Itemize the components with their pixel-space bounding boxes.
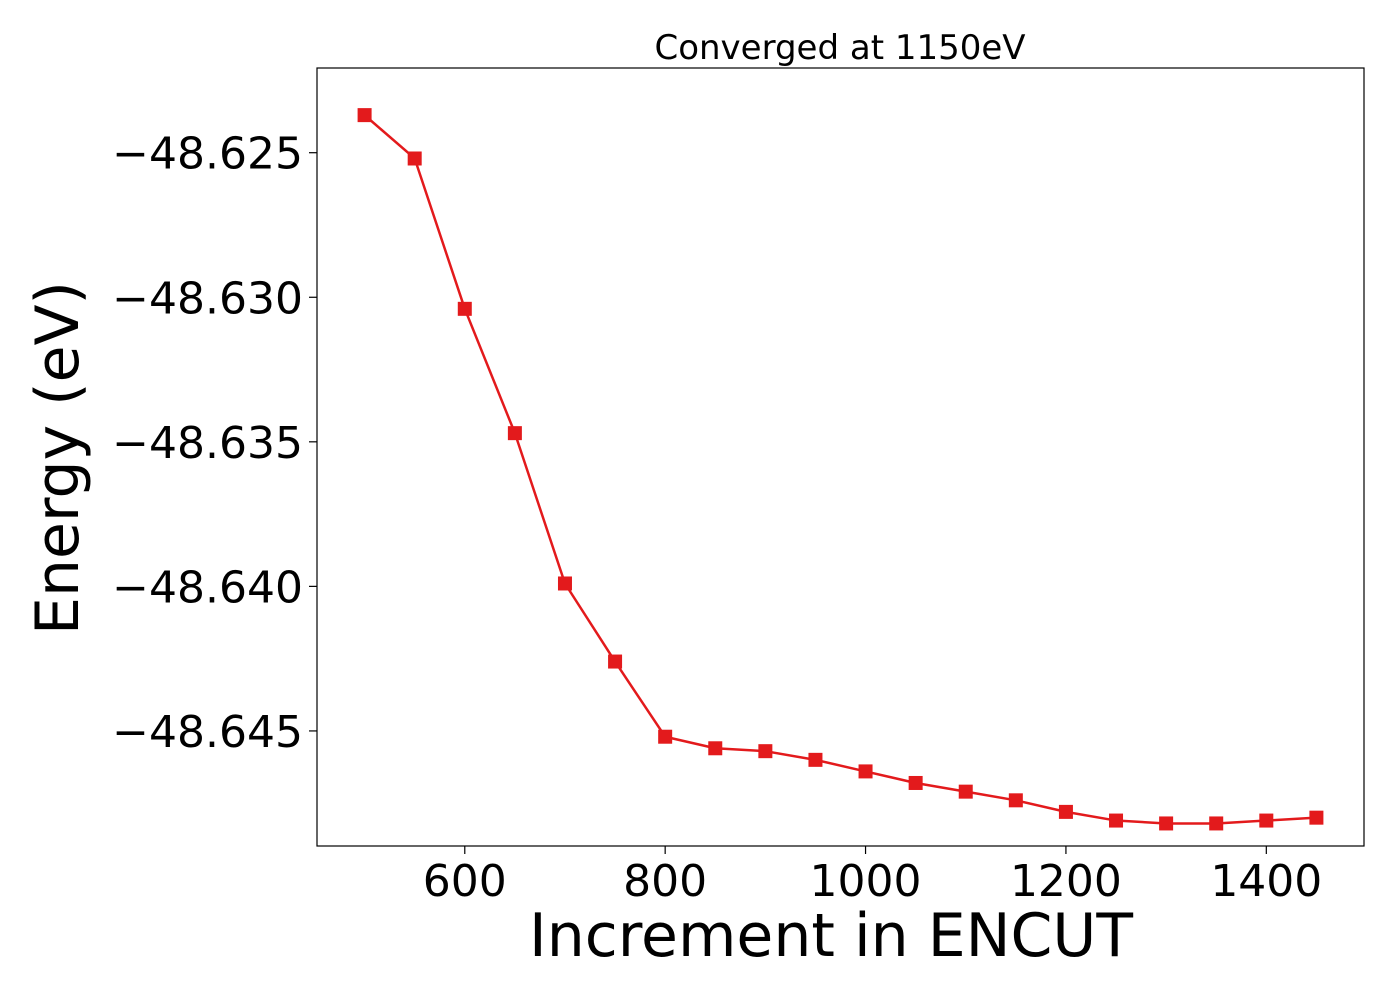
chart-title: Converged at 1150eV <box>654 28 1025 68</box>
x-tick-label: 1000 <box>810 856 922 907</box>
data-point-marker <box>1259 813 1274 828</box>
x-axis-label: Increment in ENCUT <box>529 901 1133 971</box>
data-point-marker <box>557 576 572 591</box>
data-point-marker <box>1109 813 1124 828</box>
data-point-marker <box>1058 804 1073 819</box>
x-axis-ticks: 600 800 1000 1200 1400 <box>423 846 1322 907</box>
y-tick-label: −48.630 <box>112 273 303 324</box>
data-point-marker <box>457 301 472 316</box>
series-layer <box>357 108 1324 831</box>
data-point-marker <box>858 764 873 779</box>
y-tick-label: −48.625 <box>112 129 303 180</box>
y-axis-ticks: −48.625 −48.630 −48.635 −48.640 −48.645 <box>112 129 317 758</box>
data-point-marker <box>908 775 923 790</box>
data-point-marker <box>407 151 422 166</box>
data-point-marker <box>658 729 673 744</box>
data-point-marker <box>1159 816 1174 831</box>
y-tick-label: −48.645 <box>112 707 303 758</box>
data-point-marker <box>608 654 623 669</box>
data-point-marker <box>708 741 723 756</box>
data-point-marker <box>808 752 823 767</box>
data-point-marker <box>1008 793 1023 808</box>
data-point-marker <box>507 426 522 441</box>
x-tick-label: 800 <box>623 856 707 907</box>
data-point-marker <box>758 744 773 759</box>
data-point-marker <box>357 108 372 123</box>
x-tick-label: 1400 <box>1210 856 1322 907</box>
y-tick-label: −48.640 <box>112 562 303 613</box>
data-point-marker <box>1309 810 1324 825</box>
y-axis-label: Energy (eV) <box>23 281 93 635</box>
x-tick-label: 600 <box>423 856 507 907</box>
data-point-marker <box>1209 816 1224 831</box>
series-line <box>363 114 1317 825</box>
data-point-marker <box>958 784 973 799</box>
plot-area-frame <box>316 67 1365 847</box>
y-tick-label: −48.635 <box>112 418 303 469</box>
x-tick-label: 1200 <box>1010 856 1122 907</box>
